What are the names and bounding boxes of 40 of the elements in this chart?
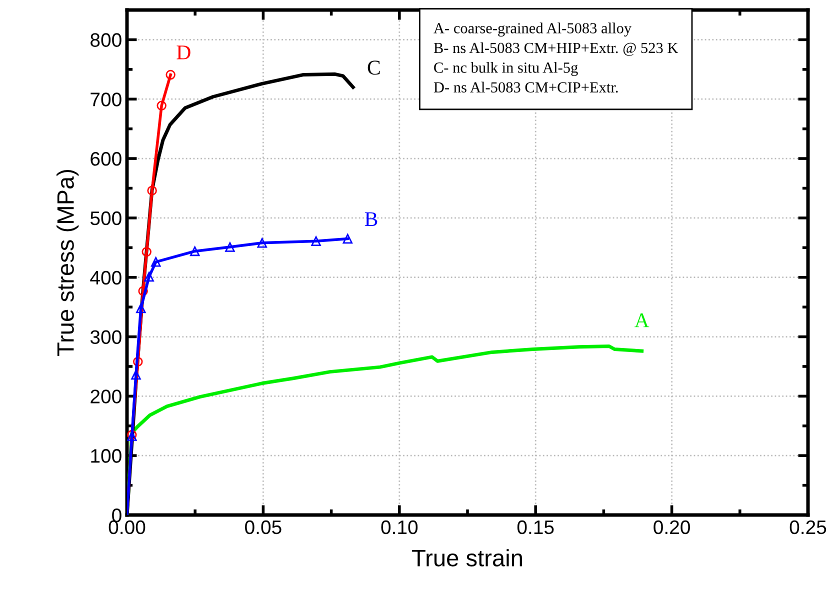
point: [144, 272, 154, 282]
annotation: A- coarse-grained Al-5083 alloy: [434, 22, 632, 37]
annotation: C- nc bulk in situ Al-5g: [434, 62, 578, 76]
annotation: B- ns Al-5083 CM+HIP+Extr. @ 523 K: [434, 42, 678, 56]
point: [151, 257, 161, 267]
y-tick-label: 700: [90, 92, 122, 106]
series-label: D: [176, 46, 190, 60]
y-tick-label: 100: [91, 449, 122, 463]
x-tick-label: 0.00: [108, 520, 146, 534]
x-tick-label: 0.10: [381, 520, 418, 534]
point: [131, 370, 141, 380]
y-tick-label: 600: [90, 152, 122, 166]
y-tick-label: 500: [90, 211, 122, 226]
y-tick-label: 300: [90, 330, 122, 344]
point: [136, 303, 146, 314]
point: [156, 100, 166, 111]
x-tick-label: 0.20: [654, 520, 690, 534]
point: [133, 356, 143, 367]
point: [190, 246, 200, 256]
x-tick-label: 0.05: [245, 520, 282, 534]
series-label: A: [634, 313, 650, 328]
x-tick-label: 0.25: [790, 520, 826, 534]
point: [311, 236, 321, 246]
point: [166, 70, 176, 80]
point: [257, 238, 267, 248]
y-tick-label: 400: [90, 270, 122, 285]
annotation: D- ns Al-5083 CM+CIP+Extr.: [434, 82, 618, 93]
x-tick-label: 0.15: [517, 520, 554, 534]
point: [147, 186, 157, 196]
point: [142, 246, 152, 257]
y-tick-label: 0: [112, 508, 122, 522]
series-label: C: [368, 60, 380, 75]
y-tick-label: 200: [90, 390, 122, 404]
y-axis-title: True stress (MPa): [56, 170, 79, 356]
point: [342, 234, 353, 244]
point: [138, 286, 148, 296]
y-tick-label: 800: [90, 33, 122, 47]
x-axis-title: True strain: [412, 549, 522, 566]
series-label: B: [364, 212, 378, 226]
point: [225, 242, 235, 252]
